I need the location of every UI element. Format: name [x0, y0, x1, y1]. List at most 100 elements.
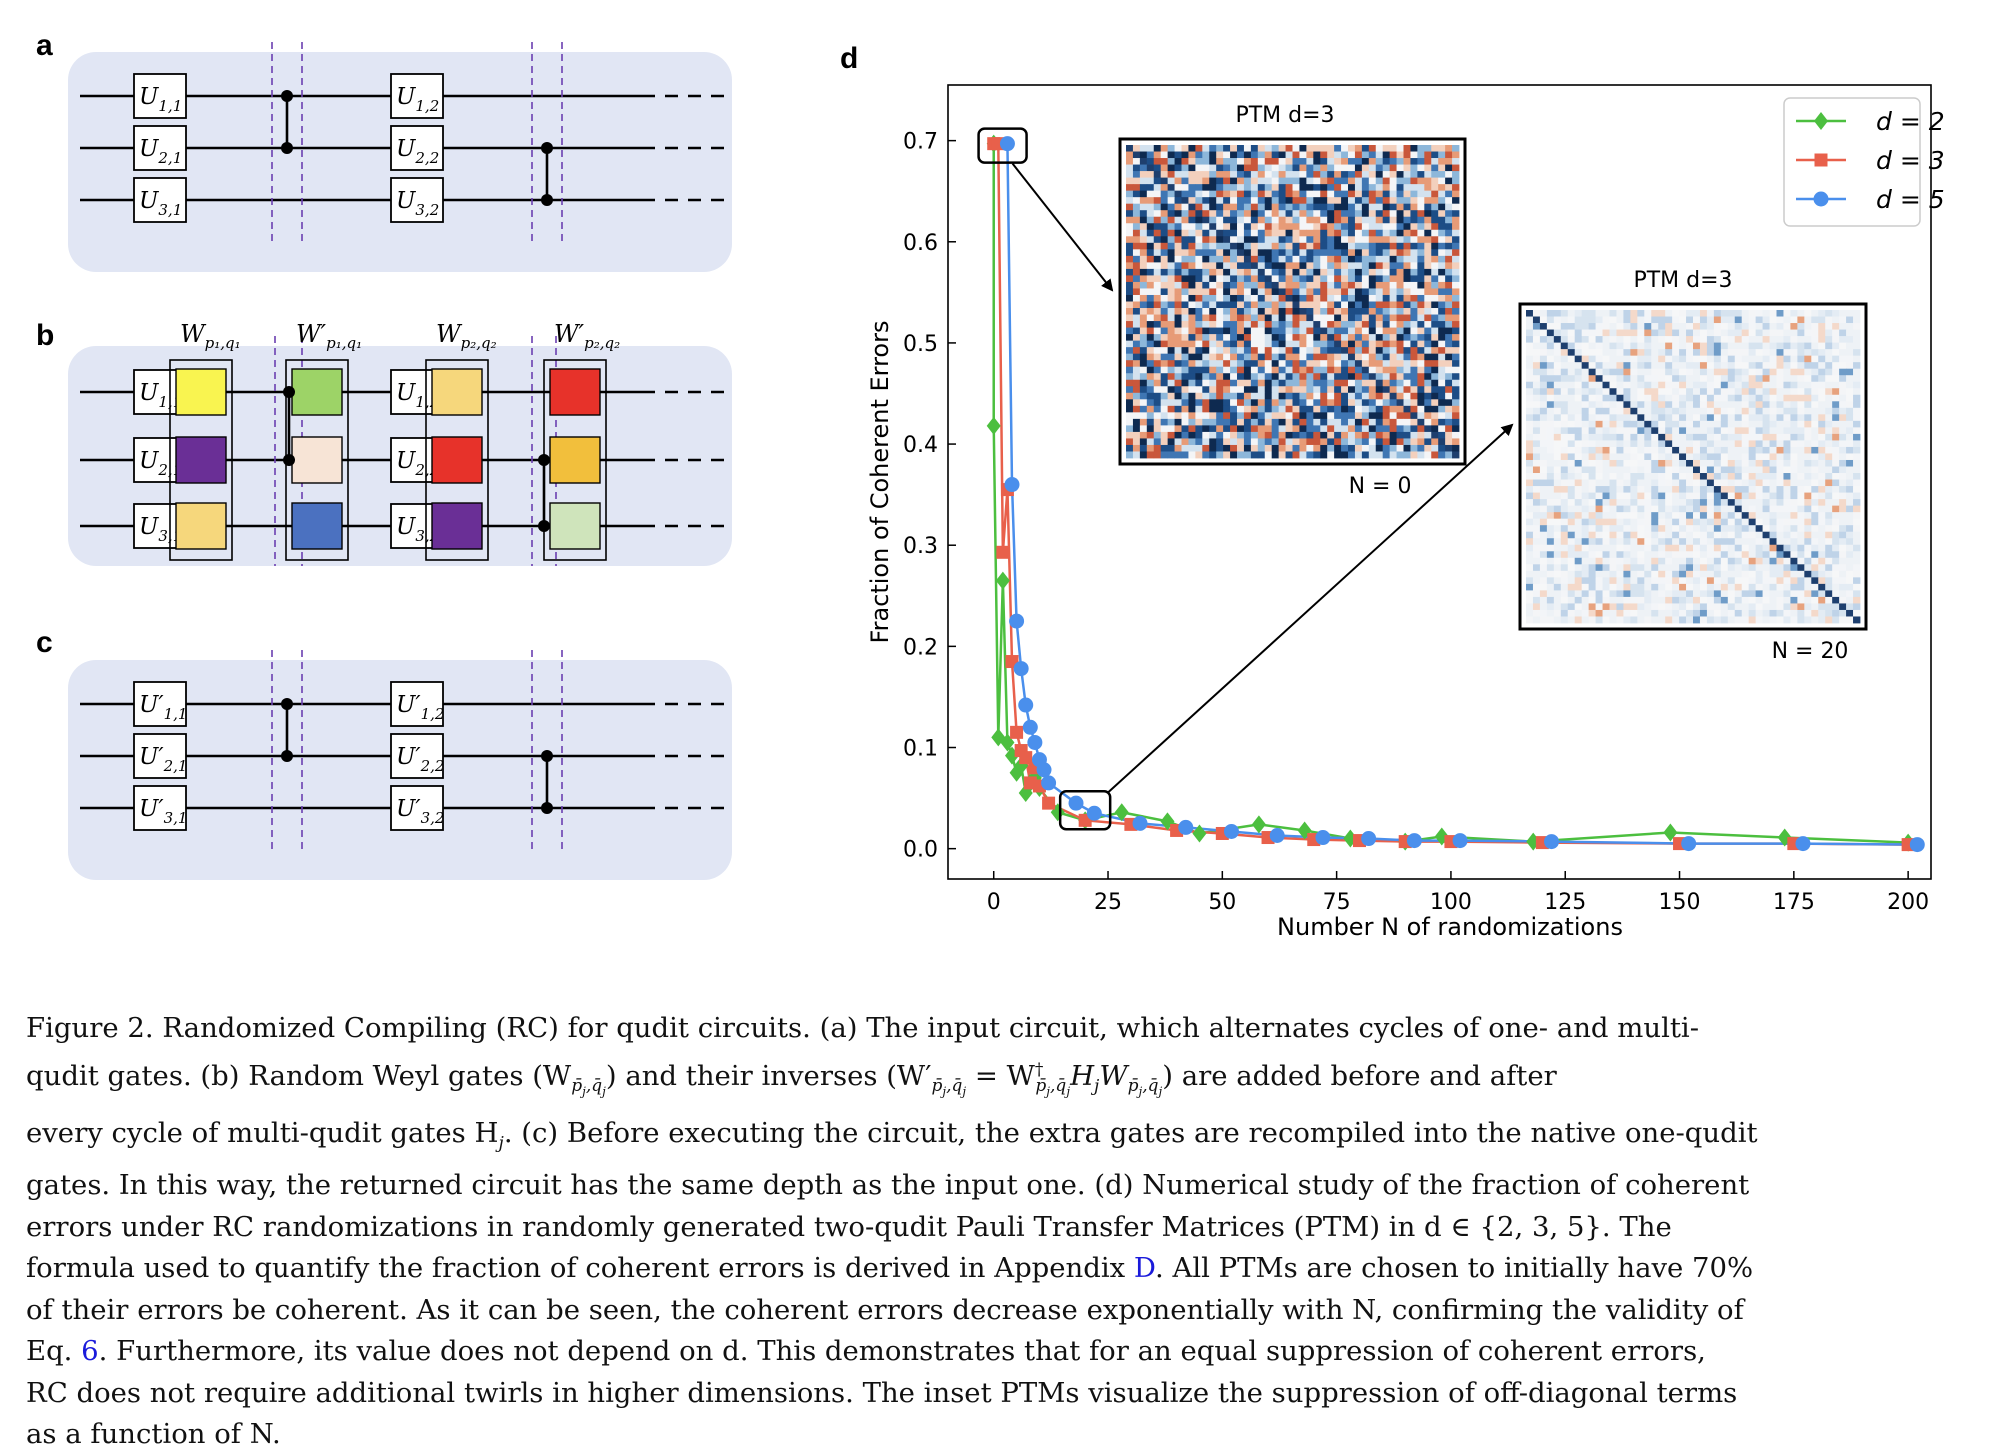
heatmap-cell	[1278, 347, 1286, 355]
heatmap-cell	[1776, 323, 1784, 330]
heatmap-cell	[1727, 362, 1736, 370]
heatmap-cell	[1623, 329, 1631, 337]
heatmap-cell	[1623, 427, 1631, 435]
heatmap-cell	[1396, 379, 1404, 387]
heatmap-cell	[1348, 145, 1356, 152]
heatmap-cell	[1588, 525, 1596, 533]
heatmap-cell	[1588, 349, 1596, 357]
heatmap-cell	[1839, 407, 1847, 415]
heatmap-cell	[1769, 466, 1777, 474]
heatmap-cell	[1846, 473, 1854, 480]
heatmap-cell	[1846, 342, 1854, 350]
heatmap-cell	[1609, 362, 1617, 370]
heatmap-cell	[1553, 362, 1562, 370]
heatmap-cell	[1243, 301, 1252, 309]
heatmap-cell	[1167, 242, 1175, 250]
heatmap-cell	[1846, 505, 1854, 513]
heatmap-cell	[1839, 446, 1847, 454]
heatmap-cell	[1341, 281, 1349, 289]
appendix-link[interactable]: D	[1133, 1252, 1155, 1285]
heatmap-cell	[1783, 375, 1791, 383]
heatmap-cell	[1616, 329, 1624, 337]
heatmap-cell	[1804, 466, 1812, 474]
heatmap-cell	[1292, 203, 1300, 211]
heatmap-cell	[1327, 392, 1335, 400]
heatmap-cell	[1609, 420, 1617, 428]
heatmap-cell	[1327, 249, 1335, 257]
heatmap-cell	[1216, 347, 1224, 355]
heatmap-cell	[1741, 538, 1750, 546]
heatmap-cell	[1818, 427, 1826, 435]
heatmap-cell	[1581, 420, 1590, 428]
heatmap-cell	[1526, 459, 1534, 467]
heatmap-cell	[1720, 336, 1729, 343]
heatmap-cell	[1713, 329, 1722, 337]
heatmap-cell	[1452, 197, 1460, 205]
heatmap-cell	[1264, 373, 1273, 381]
heatmap-cell	[1410, 190, 1418, 198]
heatmap-cell	[1546, 616, 1555, 624]
heatmap-cell	[1595, 394, 1603, 402]
heatmap-cell	[1713, 570, 1722, 578]
heatmap-cell	[1595, 349, 1603, 357]
heatmap-cell	[1623, 551, 1631, 559]
heatmap-cell	[1776, 577, 1784, 585]
heatmap-cell	[1748, 473, 1757, 480]
heatmap-cell	[1553, 603, 1562, 611]
heatmap-cell	[1146, 255, 1155, 263]
heatmap-cell	[1320, 177, 1328, 185]
equation-link[interactable]: 6	[81, 1335, 99, 1368]
heatmap-cell	[1672, 316, 1680, 324]
heatmap-cell	[1382, 210, 1391, 218]
heatmap-cell	[1403, 216, 1411, 224]
heatmap-cell	[1581, 388, 1590, 396]
heatmap-cell	[1174, 262, 1182, 270]
heatmap-cell	[1452, 334, 1460, 342]
heatmap-cell	[1574, 479, 1583, 487]
heatmap-cell	[1146, 425, 1155, 433]
heatmap-cell	[1341, 268, 1349, 276]
heatmap-cell	[1223, 360, 1231, 368]
heatmap-cell	[1623, 388, 1631, 396]
heatmap-cell	[1139, 451, 1148, 459]
heatmap-cell	[1720, 577, 1729, 585]
heatmap-cell	[1306, 145, 1314, 152]
heatmap-cell	[1567, 590, 1576, 598]
heatmap-cell	[1126, 158, 1134, 165]
heatmap-cell	[1271, 281, 1280, 289]
heatmap-cell	[1132, 262, 1141, 270]
heatmap-cell	[1581, 551, 1590, 559]
heatmap-cell	[1539, 329, 1548, 337]
heatmap-cell	[1375, 373, 1384, 381]
heatmap-cell	[1209, 418, 1217, 426]
heatmap-cell	[1341, 321, 1349, 328]
heatmap-cell	[1658, 486, 1666, 493]
heatmap-cell	[1644, 420, 1652, 428]
heatmap-cell	[1313, 392, 1321, 400]
heatmap-cell	[1285, 412, 1293, 420]
heatmap-cell	[1250, 197, 1259, 205]
heatmap-cell	[1560, 564, 1569, 572]
heatmap-cell	[1202, 288, 1210, 296]
heatmap-cell	[1679, 427, 1687, 435]
data-point-square	[1170, 823, 1184, 837]
heatmap-cell	[1679, 531, 1687, 539]
heatmap-cell	[1417, 158, 1425, 165]
heatmap-cell	[1195, 236, 1203, 244]
heatmap-cell	[1560, 446, 1569, 454]
heatmap-cell	[1706, 342, 1715, 350]
heatmap-cell	[1762, 603, 1770, 611]
heatmap-cell	[1706, 570, 1715, 578]
heatmap-cell	[1285, 366, 1293, 374]
data-point-square	[1535, 836, 1549, 850]
heatmap-cell	[1567, 407, 1576, 415]
heatmap-cell	[1271, 438, 1280, 446]
control-dot	[541, 750, 553, 762]
heatmap-cell	[1216, 255, 1224, 263]
heatmap-cell	[1424, 151, 1432, 159]
heatmap-cell	[1271, 216, 1280, 224]
heatmap-cell	[1560, 505, 1569, 513]
heatmap-cell	[1783, 368, 1791, 376]
heatmap-cell	[1195, 242, 1203, 250]
heatmap-cell	[1706, 557, 1715, 565]
